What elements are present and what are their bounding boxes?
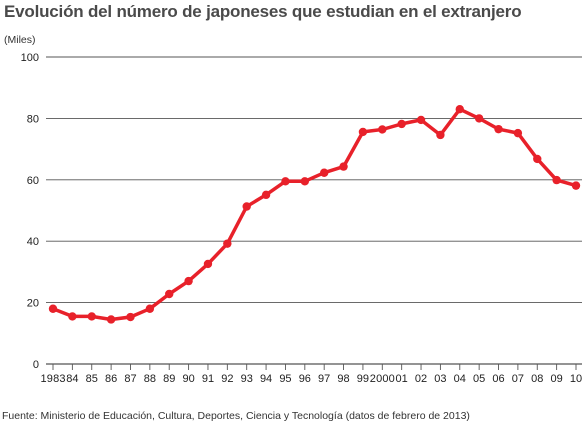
x-tick-label: 95 <box>279 373 291 385</box>
source-note: Fuente: Ministerio de Educación, Cultura… <box>2 410 470 422</box>
chart-title: Evolución del número de japoneses que es… <box>4 2 522 21</box>
data-point <box>358 127 368 137</box>
data-point <box>300 177 310 186</box>
data-point <box>281 177 290 186</box>
x-tick-label: 98 <box>337 373 349 385</box>
x-tick-label: 07 <box>512 373 524 385</box>
y-tick-labels: 0 20 40 60 80 100 <box>21 52 39 371</box>
data-point <box>494 124 503 134</box>
x-tick-label: 02 <box>415 373 427 385</box>
y-tick-label: 60 <box>27 175 39 187</box>
x-tick-label: 88 <box>144 373 156 385</box>
x-tick-label: 94 <box>260 373 272 385</box>
data-points <box>48 104 581 324</box>
data-point <box>184 276 193 286</box>
data-point <box>242 202 251 211</box>
data-point <box>416 115 426 125</box>
x-tick-label: 91 <box>202 373 214 385</box>
data-point <box>339 162 348 171</box>
x-tick-label: 1983 <box>41 373 66 385</box>
data-point <box>145 304 155 313</box>
y-tick-label: 80 <box>27 113 39 125</box>
x-tick-label: 87 <box>124 373 136 385</box>
x-tick-label: 01 <box>396 373 408 385</box>
data-point <box>397 119 406 129</box>
data-point <box>319 168 329 177</box>
series-line <box>51 107 578 322</box>
y-tick-label: 100 <box>21 52 39 64</box>
data-point <box>223 239 232 248</box>
data-point <box>474 114 484 123</box>
x-tick-label: 92 <box>221 373 233 385</box>
data-point <box>513 128 523 138</box>
x-tick-label: 85 <box>86 373 98 385</box>
x-tick-label: 99 <box>357 373 369 385</box>
data-point <box>436 130 445 140</box>
data-point <box>87 312 96 321</box>
x-tick-label: 05 <box>473 373 485 385</box>
x-tick-label: 97 <box>318 373 330 385</box>
data-point <box>126 312 135 322</box>
x-tick-label: 09 <box>551 373 563 385</box>
data-point <box>378 125 387 134</box>
data-point <box>68 312 77 321</box>
x-tick-label: 03 <box>434 373 446 385</box>
x-tick-label: 86 <box>105 373 117 385</box>
x-tick-label: 89 <box>163 373 175 385</box>
grid-lines <box>46 56 582 365</box>
x-tick-label: 10 <box>570 373 582 385</box>
data-point <box>261 190 271 200</box>
x-tick-label: 90 <box>182 373 194 385</box>
y-axis-unit-label: (Miles) <box>4 34 36 46</box>
data-point <box>106 315 116 324</box>
data-point <box>165 289 174 299</box>
x-tick-label: 2000 <box>370 373 395 385</box>
data-point <box>571 181 581 190</box>
data-point <box>533 154 542 164</box>
series-line-path <box>51 107 578 322</box>
data-point <box>455 104 464 114</box>
x-tick-label: 96 <box>299 373 311 385</box>
x-tick-label: 84 <box>66 373 78 385</box>
x-tick-label: 08 <box>531 373 543 385</box>
y-tick-label: 0 <box>33 359 39 371</box>
x-tick-label: 06 <box>492 373 504 385</box>
data-point <box>552 175 561 185</box>
y-tick-label: 20 <box>27 298 39 310</box>
x-tick-label: 04 <box>454 373 466 385</box>
y-tick-label: 40 <box>27 236 39 248</box>
data-point <box>48 304 58 313</box>
x-tick-labels: 1983 84 85 86 87 88 89 90 91 92 93 94 95 96 97 98 99 2000… <box>41 364 582 385</box>
x-tick-label: 93 <box>241 373 253 385</box>
data-point <box>203 259 213 269</box>
